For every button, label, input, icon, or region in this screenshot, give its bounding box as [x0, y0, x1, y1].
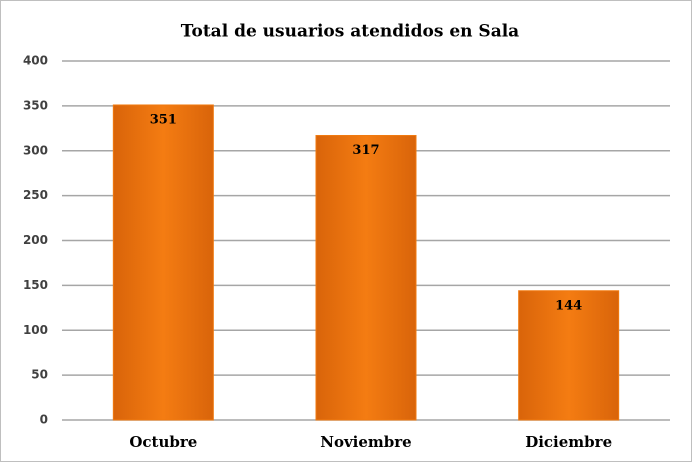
y-tick-label: 150 — [23, 278, 48, 292]
bar — [315, 134, 417, 421]
y-tick-label: 300 — [23, 143, 48, 157]
x-tick-label: Diciembre — [525, 433, 612, 451]
y-tick-label: 350 — [23, 98, 48, 112]
y-tick-label: 200 — [23, 233, 48, 247]
y-tick-label: 250 — [23, 188, 48, 202]
x-tick-label: Octubre — [129, 433, 197, 451]
data-label: 144 — [555, 298, 582, 313]
y-tick-label: 100 — [23, 323, 48, 337]
data-label: 351 — [150, 112, 177, 127]
bar — [518, 290, 620, 421]
chart-title: Total de usuarios atendidos en Sala — [181, 22, 519, 42]
y-tick-label: 0 — [40, 413, 48, 427]
y-tick-label: 50 — [31, 368, 48, 382]
data-label: 317 — [352, 143, 379, 158]
bar — [112, 104, 214, 421]
y-tick-label: 400 — [23, 54, 48, 68]
x-tick-label: Noviembre — [320, 433, 411, 451]
